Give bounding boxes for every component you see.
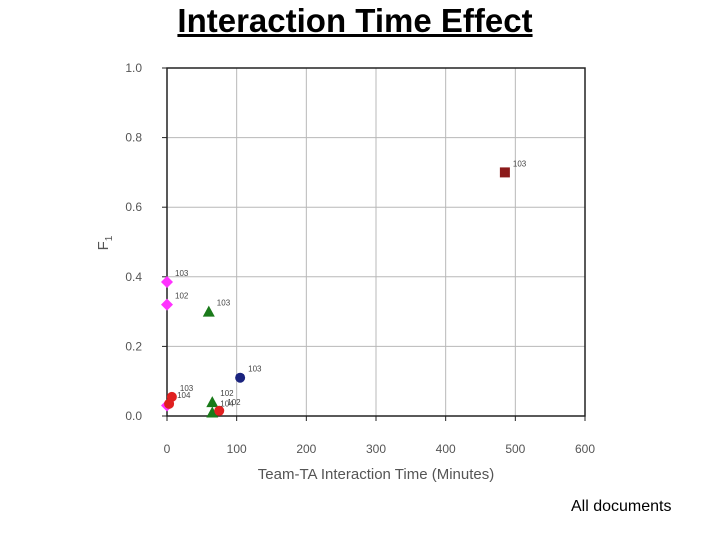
x-tick-label: 100 xyxy=(227,442,247,456)
data-point xyxy=(206,396,219,408)
y-tick-label: 0.2 xyxy=(125,339,142,353)
data-point xyxy=(206,406,219,418)
point-label: 103 xyxy=(175,269,189,278)
x-axis-ticks: 0 100 200 300 400 500 600 xyxy=(164,416,595,456)
point-label: 104 xyxy=(220,400,234,409)
y-tick-label: 0.4 xyxy=(125,270,142,284)
data-point xyxy=(161,298,173,311)
x-tick-label: 300 xyxy=(366,442,386,456)
y-tick-label: 0.8 xyxy=(125,131,142,145)
point-label: 103 xyxy=(217,299,231,308)
data-point xyxy=(164,398,175,409)
point-label: 102 xyxy=(220,389,234,398)
y-axis-ticks: 0.0 0.2 0.4 0.6 0.8 1.0 xyxy=(125,61,167,423)
y-tick-label: 0.6 xyxy=(125,200,142,214)
slide-title: Interaction Time Effect xyxy=(177,2,533,39)
data-point xyxy=(214,405,225,416)
point-label: 102 xyxy=(175,292,189,301)
y-axis-label: F1 xyxy=(95,235,115,250)
data-point xyxy=(235,372,246,383)
point-label: 102 xyxy=(227,398,241,407)
x-tick-label: 500 xyxy=(505,442,525,456)
data-points xyxy=(161,167,510,418)
point-label: 103 xyxy=(248,365,262,374)
y-tick-label: 0.0 xyxy=(125,409,142,423)
data-point xyxy=(202,305,215,317)
data-point xyxy=(161,276,173,289)
footnote: All documents xyxy=(571,498,672,515)
data-point xyxy=(499,167,510,178)
y-axis-label-subscript: 1 xyxy=(104,235,115,241)
x-tick-label: 600 xyxy=(575,442,595,456)
y-tick-label: 1.0 xyxy=(125,61,142,75)
point-label: 103 xyxy=(513,159,527,168)
x-tick-label: 400 xyxy=(436,442,456,456)
point-label: 103 xyxy=(180,384,194,393)
x-tick-label: 0 xyxy=(164,442,171,456)
x-tick-label: 200 xyxy=(296,442,316,456)
x-axis-label: Team-TA Interaction Time (Minutes) xyxy=(258,466,494,483)
point-label: 104 xyxy=(177,391,191,400)
